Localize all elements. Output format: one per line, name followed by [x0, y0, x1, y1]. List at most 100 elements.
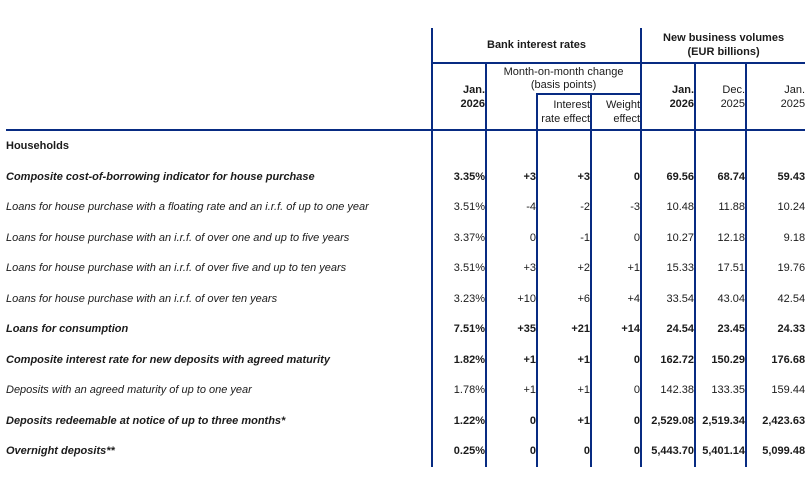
value-cell: 2,519.34: [694, 405, 747, 436]
table-row: Overnight deposits** 0.25% 0 0 0 5,443.7…: [6, 436, 806, 467]
value-cell: 150.29: [694, 344, 747, 375]
value-cell: 24.54: [640, 314, 696, 345]
header-line: 2025: [720, 97, 746, 110]
table-row: Loans for house purchase with an i.r.f. …: [6, 253, 806, 284]
value-cell: +1: [536, 405, 591, 436]
col-header-weight-effect: Weight effect: [589, 93, 642, 131]
header-spacer: [6, 94, 432, 131]
value-cell: 0: [536, 436, 591, 467]
value-cell: +3: [485, 161, 537, 192]
value-cell: 59.43: [745, 161, 806, 192]
bank-interest-rates-header: Bank interest rates: [430, 28, 642, 64]
value-cell: +35: [485, 314, 537, 345]
row-label: Loans for house purchase with a floating…: [6, 201, 369, 214]
header-line: (EUR billions): [687, 46, 760, 58]
header-line: Bank interest rates: [487, 39, 587, 51]
value-cell: 0: [485, 222, 537, 253]
value-cell: 0.25%: [431, 436, 486, 467]
header-line: Jan.: [784, 83, 806, 96]
value-cell: 176.68: [745, 344, 806, 375]
value-cell: 1.82%: [431, 344, 486, 375]
col-header-vol-jan-2026: Jan. 2026: [640, 63, 696, 131]
value-cell: [485, 130, 537, 162]
value-cell: 2,423.63: [745, 405, 806, 436]
header-row-subsections: Jan. 2026 Month-on-month change (basis p…: [6, 63, 806, 131]
value-cell: 0: [485, 436, 537, 467]
row-label: Loans for consumption: [6, 323, 129, 336]
value-cell: 33.54: [640, 283, 696, 314]
value-cell: 0: [589, 344, 642, 375]
header-spacer: [6, 63, 432, 94]
value-cell: 1.22%: [431, 405, 486, 436]
value-cell: 1.78%: [431, 375, 486, 406]
header-spacer: [6, 28, 432, 63]
table-row: Deposits with an agreed maturity of up t…: [6, 375, 806, 406]
value-cell: 159.44: [745, 375, 806, 406]
col-header-vol-jan-2025: Jan. 2025: [745, 63, 806, 131]
table-row: Loans for house purchase with a floating…: [6, 192, 806, 223]
header-row-sections: Bank interest rates New business volumes…: [6, 28, 806, 64]
value-cell: 133.35: [694, 375, 747, 406]
row-label: Loans for house purchase with an i.r.f. …: [6, 292, 278, 305]
value-cell: 0: [589, 405, 642, 436]
value-cell: 42.54: [745, 283, 806, 314]
value-cell: 5,099.48: [745, 436, 806, 467]
header-line: New business volumes: [663, 32, 785, 44]
value-cell: 12.18: [694, 222, 747, 253]
value-cell: 3.37%: [431, 222, 486, 253]
value-cell: 9.18: [745, 222, 806, 253]
value-cell: +4: [589, 283, 642, 314]
row-label: Composite cost-of-borrowing indicator fo…: [6, 170, 315, 183]
col-header-rate-jan-2026: Jan. 2026: [431, 63, 486, 131]
value-cell: +6: [536, 283, 591, 314]
header-line: rate effect: [541, 113, 590, 125]
col-header-vol-dec-2025: Dec. 2025: [694, 63, 747, 131]
header-line: 2026: [460, 97, 485, 110]
value-cell: 0: [485, 405, 537, 436]
row-label: Overnight deposits**: [6, 445, 115, 458]
value-cell: [536, 130, 591, 162]
value-cell: 0: [589, 161, 642, 192]
value-cell: 10.48: [640, 192, 696, 223]
row-label: Loans for house purchase with an i.r.f. …: [6, 262, 347, 275]
bank-interest-rates-table: Bank interest rates New business volumes…: [6, 28, 806, 467]
header-line: effect: [613, 113, 641, 125]
value-cell: 2,529.08: [640, 405, 696, 436]
value-cell: 0: [589, 436, 642, 467]
header-line: Month-on-month change: [503, 65, 624, 78]
value-cell: 17.51: [694, 253, 747, 284]
value-cell: +21: [536, 314, 591, 345]
value-cell: 5,443.70: [640, 436, 696, 467]
value-cell: 0: [589, 375, 642, 406]
header-line: Weight: [606, 99, 641, 111]
table-row: Composite interest rate for new deposits…: [6, 344, 806, 375]
value-cell: 162.72: [640, 344, 696, 375]
header-line: Jan.: [462, 83, 485, 96]
row-label: Deposits redeemable at notice of up to t…: [6, 414, 286, 427]
value-cell: [640, 130, 696, 162]
value-cell: 3.23%: [431, 283, 486, 314]
table-row-households: Households: [6, 130, 806, 162]
table-row: Loans for house purchase with an i.r.f. …: [6, 283, 806, 314]
value-cell: 68.74: [694, 161, 747, 192]
value-cell: 10.27: [640, 222, 696, 253]
col-header-interest-rate-effect: Interest rate effect: [536, 93, 591, 131]
value-cell: 3.51%: [431, 192, 486, 223]
header-line: Jan.: [672, 83, 695, 96]
value-cell: +2: [536, 253, 591, 284]
value-cell: 24.33: [745, 314, 806, 345]
header-row-effects: Interest rate effect Weight effect: [6, 93, 805, 131]
value-cell: +14: [589, 314, 642, 345]
value-cell: -2: [536, 192, 591, 223]
value-cell: +1: [589, 253, 642, 284]
table-row: Deposits redeemable at notice of up to t…: [6, 405, 806, 436]
new-business-volumes-header: New business volumes (EUR billions): [640, 28, 806, 64]
value-cell: -1: [536, 222, 591, 253]
value-cell: 0: [589, 222, 642, 253]
value-cell: 15.33: [640, 253, 696, 284]
value-cell: 69.56: [640, 161, 696, 192]
value-cell: [589, 130, 642, 162]
month-on-month-change-header: Month-on-month change (basis points): [484, 63, 642, 94]
value-cell: +1: [536, 344, 591, 375]
